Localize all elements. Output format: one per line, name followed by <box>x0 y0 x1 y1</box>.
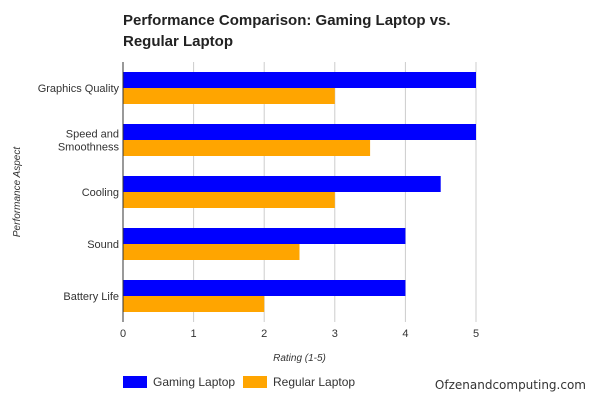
category-label: Cooling <box>82 187 119 199</box>
legend-swatch <box>123 376 147 388</box>
bar-regular <box>123 192 335 208</box>
x-tick-label: 2 <box>261 328 267 340</box>
bar-regular <box>123 140 371 156</box>
bar-regular <box>123 244 300 260</box>
x-tick-label: 1 <box>191 328 197 340</box>
x-tick-label: 4 <box>402 328 408 340</box>
bar-gaming <box>123 124 476 140</box>
chart-title: Performance Comparison: Gaming Laptop vs… <box>123 12 451 50</box>
y-axis-title: Performance Aspect <box>12 146 23 237</box>
legend-swatch <box>243 376 267 388</box>
category-label: Smoothness <box>58 142 120 154</box>
bar-gaming <box>123 228 406 244</box>
x-tick-label: 5 <box>473 328 479 340</box>
watermark: Ofzenandcomputing.com <box>434 378 586 392</box>
category-label: Speed and <box>66 129 119 141</box>
category-label: Sound <box>87 239 119 251</box>
x-tick-label: 3 <box>332 328 338 340</box>
legend-label: Regular Laptop <box>273 375 355 389</box>
x-axis-title: Rating (1-5) <box>273 353 326 364</box>
legend-label: Gaming Laptop <box>153 375 235 389</box>
bar-gaming <box>123 280 406 296</box>
bar-regular <box>123 296 265 312</box>
x-tick-label: 0 <box>120 328 126 340</box>
bar-gaming <box>123 72 476 88</box>
category-label: Graphics Quality <box>38 83 120 95</box>
category-label: Battery Life <box>63 291 119 303</box>
bar-gaming <box>123 176 441 192</box>
bar-regular <box>123 88 335 104</box>
